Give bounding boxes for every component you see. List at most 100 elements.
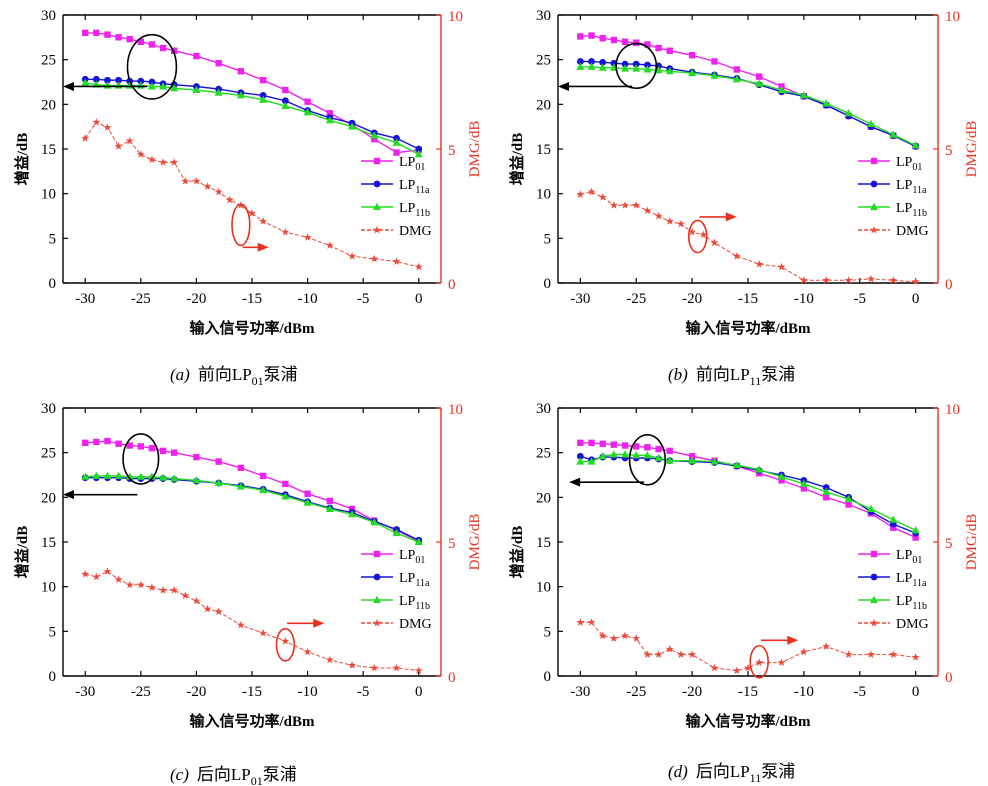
legend-entry: LP11a	[361, 571, 430, 589]
x-tick-label: -10	[298, 684, 318, 700]
y2-tick-label: 5	[448, 536, 456, 552]
data-point	[666, 447, 673, 455]
series-line	[85, 440, 420, 542]
data-point	[147, 82, 156, 90]
legend-entry: DMG	[361, 617, 432, 632]
y-tick-label: 10	[41, 187, 56, 203]
y-tick-label: 20	[536, 490, 551, 506]
series-dmg	[576, 618, 920, 675]
data-point	[392, 528, 401, 537]
y2-axis-label: DMG/dB	[467, 514, 483, 571]
caption-suffix: 泵浦	[761, 762, 795, 781]
x-tick-label: -5	[357, 291, 370, 307]
data-point	[170, 449, 178, 456]
data-point	[114, 471, 123, 479]
data-point	[236, 620, 245, 629]
data-point	[259, 485, 268, 494]
data-point	[599, 440, 606, 447]
panel-caption: (d) 后向LP11泵浦	[668, 762, 795, 785]
chart-panel-2: -30 -25 -20 -15 -10 -5 0 0 5 10 15 20 25 30 0 5 10 输入信号功率…	[508, 8, 980, 388]
annotation-2	[275, 618, 325, 662]
y-tick-label: 25	[41, 446, 56, 462]
legend-name: LP	[896, 548, 913, 563]
x-tick-label: -10	[794, 684, 814, 700]
data-point	[348, 505, 356, 513]
data-point	[181, 176, 190, 185]
data-point	[845, 501, 852, 508]
y-tick-label: 30	[41, 401, 56, 417]
x-tick-label: -25	[626, 684, 646, 700]
data-point	[281, 227, 290, 236]
legend-marker	[870, 225, 878, 234]
data-point	[125, 136, 134, 145]
y-axis-label: 增益/dB	[508, 526, 526, 579]
data-point	[114, 575, 123, 583]
data-point	[82, 439, 89, 447]
legend-entry: DMG	[858, 617, 929, 632]
caption-suffix: 泵浦	[264, 365, 298, 384]
annotation-arrow-head	[63, 490, 74, 500]
legend-sub: 11b	[415, 208, 430, 219]
legend-name: DMG	[896, 617, 929, 632]
data-point	[889, 130, 898, 138]
legend-label: DMG	[399, 617, 432, 632]
legend-name: LP	[399, 548, 416, 563]
series-dmg	[576, 187, 920, 286]
series-LP11a	[576, 452, 920, 537]
legend-marker	[870, 595, 878, 603]
data-point	[688, 52, 696, 59]
x-tick-label: -30	[570, 684, 590, 700]
y-tick-label: 5	[544, 231, 552, 247]
series-line	[580, 442, 916, 539]
y-tick-label: 30	[41, 8, 56, 24]
data-point	[193, 52, 200, 60]
data-point	[576, 452, 584, 460]
legend-name: LP	[896, 571, 913, 586]
legend-sub: 01	[912, 162, 922, 173]
data-point	[81, 134, 90, 142]
data-point	[610, 36, 618, 44]
data-point	[621, 64, 630, 72]
data-point	[259, 217, 268, 225]
data-point	[598, 452, 607, 460]
data-point	[214, 607, 223, 616]
legend-name: LP	[896, 178, 913, 193]
data-point	[282, 86, 289, 94]
y-tick-label: 20	[536, 97, 551, 113]
data-point	[137, 77, 145, 85]
data-point	[911, 653, 920, 661]
data-point	[325, 504, 334, 512]
data-point	[259, 77, 267, 84]
data-point	[103, 123, 112, 131]
legend-label: DMG	[896, 224, 929, 239]
data-point	[654, 66, 663, 74]
y-axis-label: 增益/dB	[508, 133, 526, 186]
x-tick-label: 0	[912, 684, 920, 700]
x-tick-label: -15	[242, 684, 262, 700]
data-point	[170, 47, 178, 54]
data-point	[710, 663, 719, 672]
data-point	[92, 471, 101, 479]
data-point	[415, 145, 423, 153]
data-point	[777, 472, 786, 480]
data-point	[890, 524, 897, 531]
data-point	[237, 464, 245, 472]
series-LP11b	[81, 78, 423, 158]
data-point	[599, 35, 606, 42]
data-point	[777, 658, 786, 666]
x-tick-label: 0	[415, 684, 423, 700]
y-tick-label: 5	[544, 624, 552, 640]
data-point	[688, 650, 697, 658]
data-point	[912, 534, 919, 541]
data-point	[325, 116, 334, 124]
data-point	[744, 663, 752, 672]
data-point	[822, 99, 831, 107]
y2-axis-label: DMG/dB	[964, 514, 980, 571]
panel-caption: (a) 前向LP01泵浦	[170, 365, 298, 388]
data-point	[81, 78, 90, 86]
x-tick-label: -15	[738, 291, 758, 307]
legend-marker	[373, 157, 381, 165]
legend-marker	[870, 618, 878, 627]
x-tick-label: -30	[570, 291, 590, 307]
